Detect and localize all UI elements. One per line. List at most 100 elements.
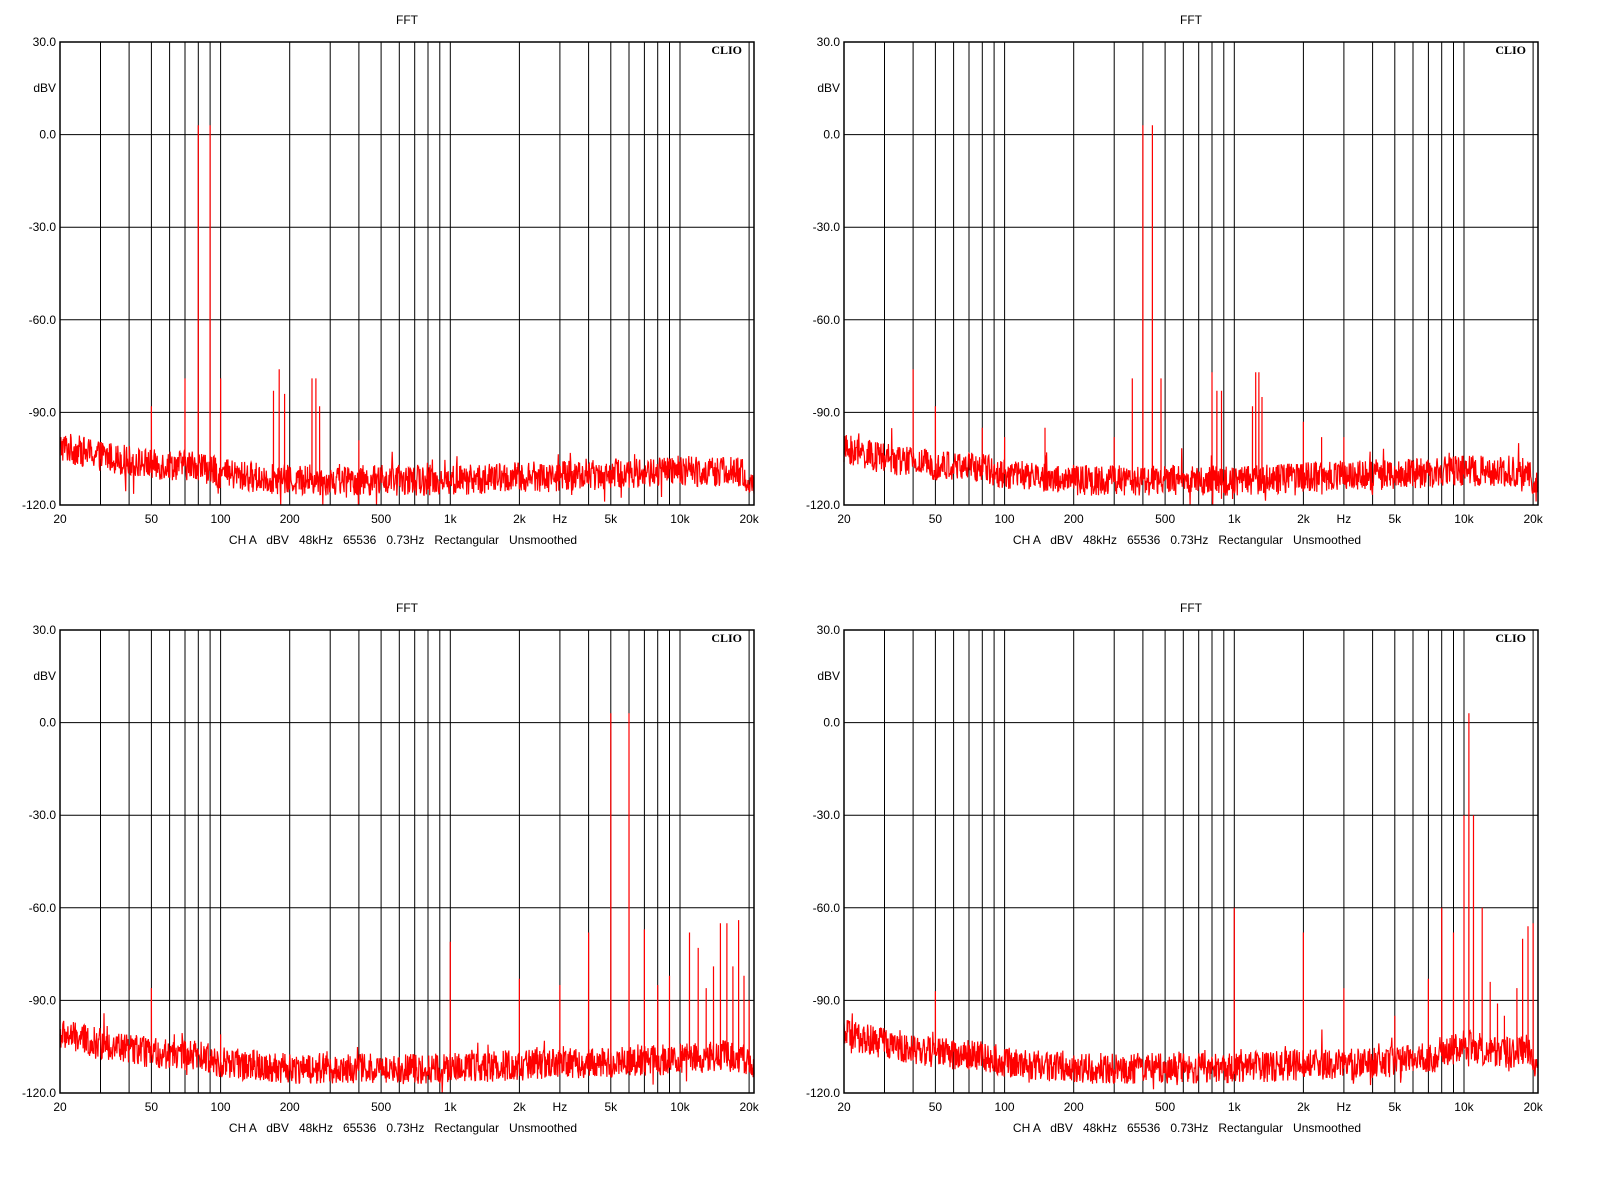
y-tick-label: -30.0 — [813, 808, 841, 822]
grid-lines — [844, 629, 1538, 1094]
x-tick-label: 50 — [929, 512, 943, 526]
x-tick-label: 10k — [1454, 512, 1474, 526]
plot-frame — [843, 41, 1539, 506]
x-tick-label: 200 — [1064, 512, 1084, 526]
y-tick-label: -60.0 — [813, 901, 841, 915]
x-tick-label: 2k — [513, 512, 527, 526]
y-tick-label: 30.0 — [33, 623, 57, 637]
y-tick-label: 0.0 — [823, 716, 840, 730]
fft-chart-svg: FFT 30.0 0.0 -30.0 -60.0 -90.0 -120.0 dBV 20 50 10… — [806, 13, 1544, 547]
measurement-settings: CH A dBV 48kHz 65536 0.73Hz Rectangular … — [1013, 533, 1361, 547]
clio-brand-label: CLIO — [1495, 631, 1526, 645]
x-tick-label: 5k — [1388, 1100, 1402, 1114]
x-tick-label: 50 — [929, 1100, 943, 1114]
y-tick-label: -30.0 — [813, 220, 841, 234]
x-tick-label: 50 — [145, 512, 159, 526]
y-tick-label: -60.0 — [813, 313, 841, 327]
fft-chart-top-right: FFT 30.0 0.0 -30.0 -60.0 -90.0 -120.0 dBV 20 50 10… — [784, 0, 1584, 600]
fft-chart-top-left: FFT 30.0 0.0 -30.0 -60.0 -90.0 -120.0 dBV 20 50 10… — [0, 0, 800, 600]
x-tick-label: 5k — [604, 512, 618, 526]
plot-frame — [59, 41, 755, 506]
x-tick-label: 500 — [1155, 1100, 1175, 1114]
x-tick-label: 500 — [371, 1100, 391, 1114]
x-tick-label: 500 — [1155, 512, 1175, 526]
y-tick-label: 0.0 — [39, 128, 56, 142]
x-tick-label: 200 — [280, 512, 300, 526]
x-tick-label: 200 — [280, 1100, 300, 1114]
x-tick-label: 20 — [837, 1100, 851, 1114]
chart-title: FFT — [1180, 13, 1203, 27]
x-tick-label: 20 — [837, 512, 851, 526]
x-tick-label: 2k — [513, 1100, 527, 1114]
x-tick-label: 2k — [1297, 512, 1311, 526]
x-tick-label: 200 — [1064, 1100, 1084, 1114]
y-axis-label: dBV — [33, 669, 56, 683]
y-tick-label: 0.0 — [39, 716, 56, 730]
y-tick-label: -90.0 — [29, 405, 57, 419]
x-axis-label: Hz — [1337, 512, 1352, 526]
y-tick-label: 0.0 — [823, 128, 840, 142]
y-tick-label: -90.0 — [813, 993, 841, 1007]
fft-chart-bottom-left: FFT 30.0 0.0 -30.0 -60.0 -90.0 -120.0 dBV 20 50 10… — [0, 588, 800, 1188]
fft-chart-svg: FFT 30.0 0.0 -30.0 -60.0 -90.0 -120.0 dBV 20 50 10… — [22, 601, 760, 1135]
fft-trace — [843, 713, 1539, 1090]
clio-brand-label: CLIO — [711, 43, 742, 57]
y-tick-label: -120.0 — [806, 1086, 840, 1100]
measurement-settings: CH A dBV 48kHz 65536 0.73Hz Rectangular … — [229, 533, 577, 547]
fft-trace — [59, 713, 755, 1094]
y-tick-label: -90.0 — [29, 993, 57, 1007]
x-tick-label: 50 — [145, 1100, 159, 1114]
x-tick-label: 100 — [995, 1100, 1015, 1114]
y-tick-label: -30.0 — [29, 808, 57, 822]
grid-lines — [844, 41, 1538, 506]
y-axis-label: dBV — [817, 669, 840, 683]
y-tick-label: -60.0 — [29, 313, 57, 327]
x-tick-label: 1k — [1228, 1100, 1242, 1114]
x-tick-label: 1k — [444, 512, 458, 526]
x-tick-label: 20k — [1523, 1100, 1543, 1114]
x-tick-label: 20k — [739, 512, 759, 526]
y-tick-label: -120.0 — [806, 498, 840, 512]
chart-title: FFT — [1180, 601, 1203, 615]
measurement-settings: CH A dBV 48kHz 65536 0.73Hz Rectangular … — [1013, 1121, 1361, 1135]
fft-chart-svg: FFT 30.0 0.0 -30.0 -60.0 -90.0 -120.0 dBV 20 50 10… — [22, 13, 760, 547]
chart-title: FFT — [396, 601, 419, 615]
y-tick-label: 30.0 — [817, 623, 841, 637]
fft-trace — [843, 125, 1539, 506]
chart-title: FFT — [396, 13, 419, 27]
fft-chart-svg: FFT 30.0 0.0 -30.0 -60.0 -90.0 -120.0 dBV 20 50 10… — [806, 601, 1544, 1135]
x-tick-label: 20k — [1523, 512, 1543, 526]
x-tick-label: 1k — [444, 1100, 458, 1114]
x-tick-label: 5k — [1388, 512, 1402, 526]
x-tick-label: 20 — [53, 512, 67, 526]
y-tick-label: 30.0 — [33, 35, 57, 49]
fft-trace — [59, 125, 755, 506]
x-tick-label: 10k — [1454, 1100, 1474, 1114]
y-axis-label: dBV — [33, 81, 56, 95]
x-tick-label: 5k — [604, 1100, 618, 1114]
x-tick-label: 20k — [739, 1100, 759, 1114]
x-tick-label: 20 — [53, 1100, 67, 1114]
y-axis-label: dBV — [817, 81, 840, 95]
x-tick-label: 2k — [1297, 1100, 1311, 1114]
x-axis-label: Hz — [1337, 1100, 1352, 1114]
clio-brand-label: CLIO — [1495, 43, 1526, 57]
y-tick-label: -60.0 — [29, 901, 57, 915]
x-tick-label: 100 — [211, 512, 231, 526]
y-tick-label: -30.0 — [29, 220, 57, 234]
plot-frame — [843, 629, 1539, 1094]
x-tick-label: 100 — [211, 1100, 231, 1114]
fft-chart-bottom-right: FFT 30.0 0.0 -30.0 -60.0 -90.0 -120.0 dBV 20 50 10… — [784, 588, 1584, 1188]
y-tick-label: 30.0 — [817, 35, 841, 49]
grid-lines — [60, 41, 754, 506]
x-tick-label: 500 — [371, 512, 391, 526]
y-tick-label: -120.0 — [22, 1086, 56, 1100]
measurement-settings: CH A dBV 48kHz 65536 0.73Hz Rectangular … — [229, 1121, 577, 1135]
clio-brand-label: CLIO — [711, 631, 742, 645]
x-axis-label: Hz — [553, 1100, 568, 1114]
plot-frame — [59, 629, 755, 1094]
x-tick-label: 100 — [995, 512, 1015, 526]
grid-lines — [60, 629, 754, 1094]
x-axis-label: Hz — [553, 512, 568, 526]
x-tick-label: 10k — [670, 1100, 690, 1114]
